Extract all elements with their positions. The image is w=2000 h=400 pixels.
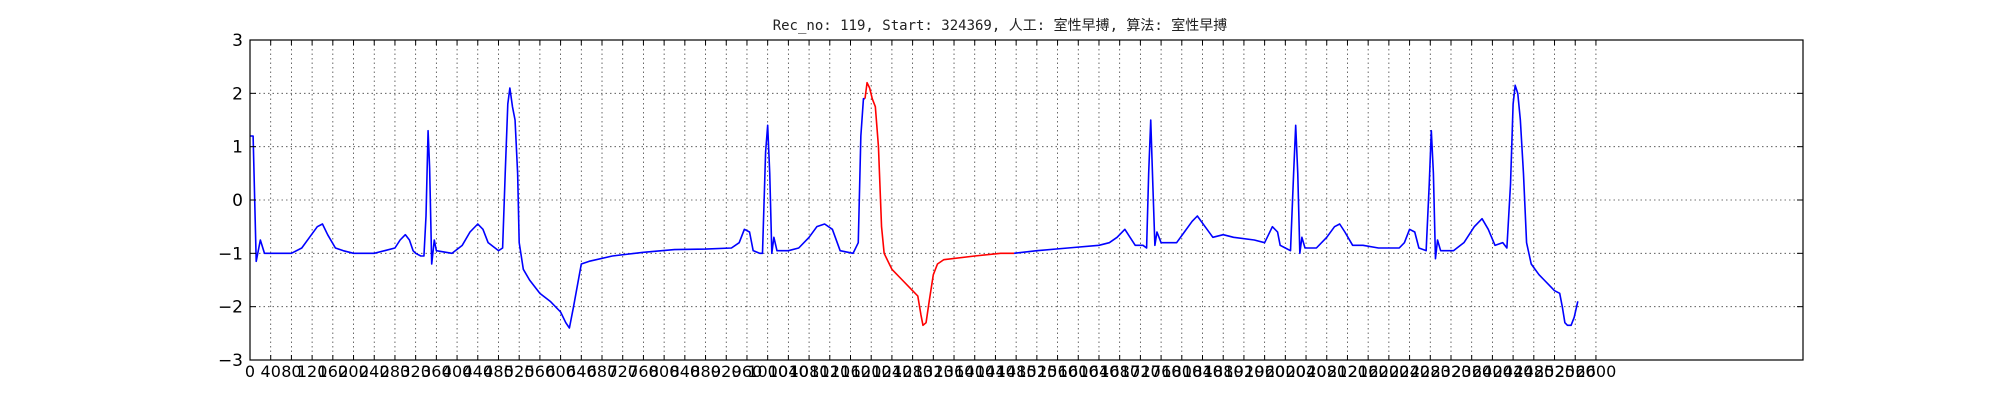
x-tick-label: 1480 xyxy=(996,362,1037,381)
axis-ticks: 0 40 8012016020024028032036040044048052056… xyxy=(218,31,1803,381)
x-tick-label: 200 xyxy=(338,362,369,381)
x-tick-label: 2160 xyxy=(1348,362,1389,381)
x-tick-label: 1520 xyxy=(1016,362,1057,381)
x-tick-label: 2240 xyxy=(1389,362,1430,381)
x-tick-label: 320 xyxy=(400,362,431,381)
x-tick-label: 840 xyxy=(670,362,701,381)
y-tick-label: 1 xyxy=(232,138,243,158)
x-tick-label: 880 xyxy=(690,362,721,381)
x-tick-label: 2440 xyxy=(1493,362,1534,381)
x-tick-label: 1080 xyxy=(789,362,830,381)
grid-lines xyxy=(250,40,1803,360)
x-tick-label: 80 xyxy=(281,362,301,381)
x-tick-label: 360 xyxy=(421,362,452,381)
y-tick-label: −2 xyxy=(218,298,243,318)
x-tick-label: 2360 xyxy=(1451,362,1492,381)
y-tick-label: −1 xyxy=(218,244,243,264)
x-tick-label: 720 xyxy=(607,362,638,381)
x-tick-label: 1600 xyxy=(1058,362,1099,381)
x-tick-label: 2120 xyxy=(1327,362,1368,381)
x-tick-label: 960 xyxy=(732,362,763,381)
x-tick-label: 440 xyxy=(462,362,493,381)
x-tick-label: 1160 xyxy=(830,362,871,381)
x-tick-label: 2480 xyxy=(1513,362,1554,381)
x-tick-label: 1560 xyxy=(1037,362,1078,381)
x-tick-label: 1760 xyxy=(1141,362,1182,381)
ecg-segment-3 xyxy=(1013,84,1579,327)
x-tick-label: 1240 xyxy=(872,362,913,381)
x-tick-label: 600 xyxy=(545,362,576,381)
ecg-segment-2 xyxy=(864,81,1015,327)
x-tick-label: 2080 xyxy=(1306,362,1347,381)
x-tick-label: 1120 xyxy=(809,362,850,381)
x-tick-label: 400 xyxy=(442,362,473,381)
x-tick-label: 2040 xyxy=(1286,362,1327,381)
x-tick-label: 1040 xyxy=(768,362,809,381)
ecg-series xyxy=(250,81,1579,329)
x-tick-label: 2320 xyxy=(1431,362,1472,381)
x-tick-label: 1720 xyxy=(1120,362,1161,381)
x-tick-label: 920 xyxy=(711,362,742,381)
y-tick-label: 2 xyxy=(232,84,243,104)
x-tick-label: 2400 xyxy=(1472,362,1513,381)
x-tick-label: 760 xyxy=(628,362,659,381)
x-tick-label: 1680 xyxy=(1099,362,1140,381)
x-tick-label: 480 xyxy=(483,362,514,381)
x-tick-label: 120 xyxy=(297,362,328,381)
x-tick-label: 2600 xyxy=(1576,362,1617,381)
x-tick-label: 280 xyxy=(380,362,411,381)
x-tick-label: 2200 xyxy=(1369,362,1410,381)
x-tick-label: 1840 xyxy=(1182,362,1223,381)
x-tick-label: 2280 xyxy=(1410,362,1451,381)
x-tick-label: 1440 xyxy=(975,362,1016,381)
x-tick-label: 1360 xyxy=(934,362,975,381)
x-tick-label: 1640 xyxy=(1079,362,1120,381)
x-tick-label: 560 xyxy=(525,362,556,381)
x-tick-label: 1960 xyxy=(1244,362,1285,381)
x-tick-label: 2520 xyxy=(1534,362,1575,381)
x-tick-label: 1320 xyxy=(913,362,954,381)
y-tick-label: −3 xyxy=(218,351,243,371)
x-tick-label: 1280 xyxy=(892,362,933,381)
ecg-segment-1 xyxy=(250,87,865,329)
chart-title: Rec_no: 119, Start: 324369, 人工: 室性早搏, 算法… xyxy=(772,18,1228,34)
x-tick-label: 640 xyxy=(566,362,597,381)
x-tick-label: 1880 xyxy=(1203,362,1244,381)
x-tick-label: 2560 xyxy=(1555,362,1596,381)
x-tick-label: 160 xyxy=(318,362,349,381)
x-tick-label: 0 xyxy=(245,362,255,381)
x-tick-label: 240 xyxy=(359,362,390,381)
x-tick-label: 1000 xyxy=(747,362,788,381)
x-tick-label: 1920 xyxy=(1224,362,1265,381)
x-tick-label: 800 xyxy=(649,362,680,381)
x-tick-label: 2000 xyxy=(1265,362,1306,381)
x-tick-label: 1800 xyxy=(1161,362,1202,381)
x-tick-label: 680 xyxy=(587,362,618,381)
x-tick-label: 520 xyxy=(504,362,535,381)
y-tick-label: 3 xyxy=(232,31,243,51)
x-tick-label: 40 xyxy=(261,362,281,381)
x-tick-label: 1400 xyxy=(954,362,995,381)
x-tick-label: 1200 xyxy=(851,362,892,381)
plot-frame xyxy=(249,39,1804,361)
y-tick-label: 0 xyxy=(232,191,243,211)
